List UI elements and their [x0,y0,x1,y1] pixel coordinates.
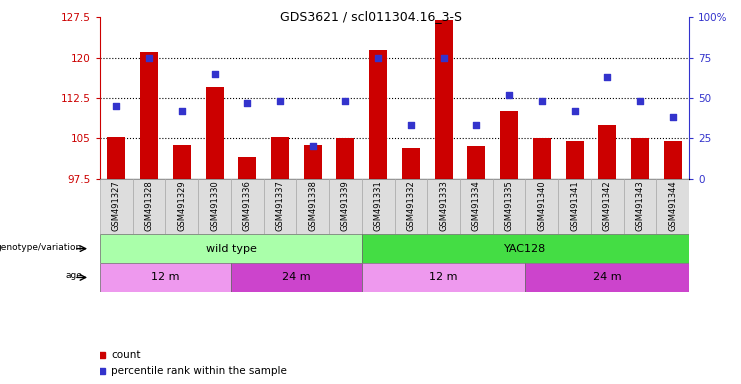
Text: GSM491336: GSM491336 [243,180,252,231]
Bar [591,179,624,234]
Bar [525,179,558,234]
Text: GSM491343: GSM491343 [636,180,645,231]
Point [503,92,515,98]
Point [405,122,417,128]
Bar [533,138,551,179]
Text: GSM491339: GSM491339 [341,180,350,231]
Bar [558,179,591,234]
Text: GSM491342: GSM491342 [603,180,612,231]
Bar [631,138,649,179]
Point [602,74,614,80]
Bar [362,179,395,234]
Bar [205,87,224,179]
Bar [394,179,428,234]
Bar [304,145,322,179]
Text: 24 m: 24 m [593,272,622,283]
Bar [100,179,133,234]
Text: percentile rank within the sample: percentile rank within the sample [111,366,287,376]
Text: GSM491334: GSM491334 [472,180,481,231]
Text: GSM491344: GSM491344 [668,180,677,231]
Bar [336,138,354,179]
Bar [107,137,125,179]
Text: 12 m: 12 m [430,272,458,283]
Bar [598,125,617,179]
Text: GSM491328: GSM491328 [144,180,153,231]
Bar [231,179,264,234]
Text: GSM491335: GSM491335 [505,180,514,231]
Bar [362,263,525,292]
Point [568,108,580,114]
Bar [402,148,420,179]
Text: YAC128: YAC128 [505,243,547,254]
Bar [296,179,329,234]
Text: GSM491338: GSM491338 [308,180,317,231]
Bar [199,179,231,234]
Bar [173,145,191,179]
Point [372,55,384,61]
Point [176,108,187,114]
Bar [565,141,584,179]
Bar [435,20,453,179]
Point [307,143,319,149]
Bar [133,179,165,234]
Text: GSM491331: GSM491331 [373,180,382,231]
Point [110,103,122,109]
Bar [369,50,388,179]
Point [634,98,646,104]
Text: GSM491330: GSM491330 [210,180,219,231]
Bar [271,137,289,179]
Text: GSM491341: GSM491341 [570,180,579,231]
Text: GSM491327: GSM491327 [112,180,121,231]
Bar [329,179,362,234]
Bar [100,263,231,292]
Point [339,98,351,104]
Bar [362,234,689,263]
Bar [231,263,362,292]
Bar [264,179,296,234]
Text: 24 m: 24 m [282,272,310,283]
Bar [624,179,657,234]
Text: GSM491333: GSM491333 [439,180,448,231]
Text: GSM491340: GSM491340 [537,180,546,231]
Point [274,98,286,104]
Bar [525,263,689,292]
Bar [493,179,525,234]
Text: genotype/variation: genotype/variation [0,243,82,252]
Text: 12 m: 12 m [151,272,180,283]
Bar [657,179,689,234]
Text: GSM491332: GSM491332 [407,180,416,231]
Bar [100,234,362,263]
Text: age: age [65,271,82,280]
Text: wild type: wild type [205,243,256,254]
Point [667,114,679,120]
Text: GSM491329: GSM491329 [177,180,186,231]
Bar [239,157,256,179]
Point [242,100,253,106]
Bar [165,179,199,234]
Bar [664,141,682,179]
Point [536,98,548,104]
Bar [140,52,158,179]
Bar [460,179,493,234]
Bar [500,111,518,179]
Text: count: count [111,350,141,360]
Bar [468,146,485,179]
Bar [428,179,460,234]
Text: GDS3621 / scl011304.16_3-S: GDS3621 / scl011304.16_3-S [279,10,462,23]
Point [209,71,221,77]
Point [143,55,155,61]
Point [471,122,482,128]
Point [438,55,450,61]
Text: GSM491337: GSM491337 [276,180,285,231]
